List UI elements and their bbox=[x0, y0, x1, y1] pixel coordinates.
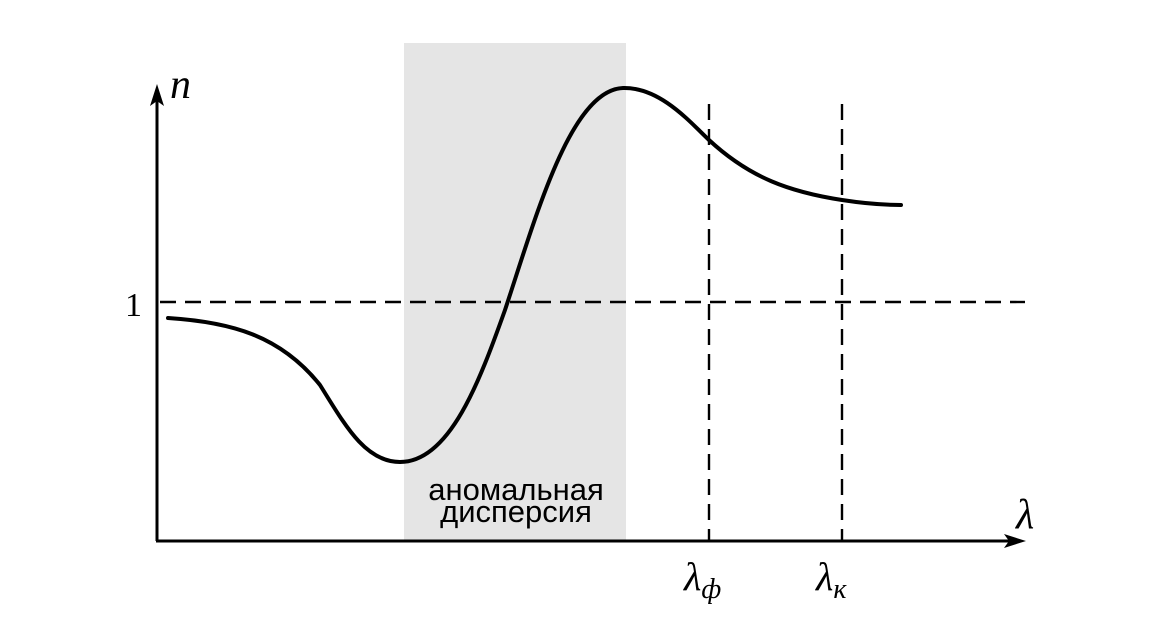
lambda-f-subscript: ф bbox=[701, 574, 721, 605]
y-axis-label: n bbox=[170, 62, 191, 108]
lambda-k-subscript: к bbox=[833, 574, 847, 605]
y-axis-arrow bbox=[150, 84, 164, 106]
lambda-f-base: λ bbox=[683, 554, 701, 599]
lambda-k-label: λк bbox=[815, 554, 847, 605]
unity-label: 1 bbox=[125, 287, 142, 324]
lambda-f-label: λф bbox=[683, 554, 721, 605]
anomalous-dispersion-region bbox=[404, 43, 626, 540]
lambda-k-base: λ bbox=[815, 554, 833, 599]
x-axis-label: λ bbox=[1014, 492, 1034, 538]
region-label-line1: аномальная bbox=[428, 472, 604, 507]
x-axis-arrow bbox=[1004, 534, 1026, 548]
refractive-index-curve bbox=[166, 85, 903, 465]
region-label-line2: дисперсия bbox=[440, 494, 592, 529]
